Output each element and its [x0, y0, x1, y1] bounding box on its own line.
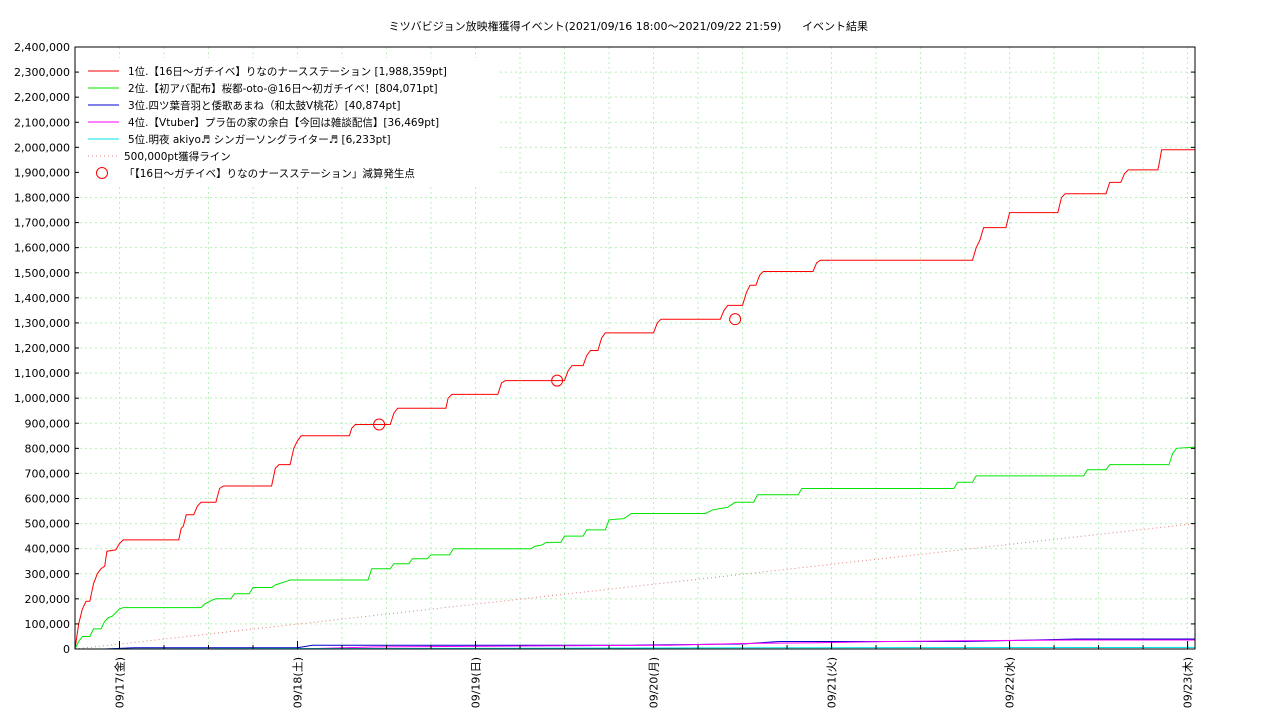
y-axis: 0 100,000 200,000 300,000 400,000 500,000 600,… [14, 41, 1195, 656]
legend-label: 5位.明夜 akiyo♬ シンガーソングライター♬ [6,233pt] [128, 133, 391, 146]
y-tick-label: 2,100,000 [14, 116, 70, 129]
x-tick-label: 09/22(水) [1004, 657, 1017, 708]
reference-line [74, 523, 1196, 650]
y-tick-label: 2,400,000 [14, 41, 70, 54]
x-axis: 09/17(金) 09/18(土) 09/19(日) 09/20(月) 09/21(火)… [74, 641, 1195, 708]
x-tick-label: 09/19(日) [470, 657, 483, 708]
legend: 1位.【16日～ガチイベ】りなのナースステーション [1,988,359pt] 2… [80, 58, 500, 184]
y-tick-label: 2,300,000 [14, 66, 70, 79]
legend-label: 1位.【16日～ガチイベ】りなのナースステーション [1,988,359pt] [128, 65, 447, 78]
deduction-marker [373, 418, 386, 431]
y-tick-label: 100,000 [25, 618, 71, 631]
y-tick-label: 2,200,000 [14, 91, 70, 104]
y-tick-label: 500,000 [25, 518, 71, 531]
series-line [75, 639, 1195, 650]
deduction-marker [729, 313, 742, 326]
y-tick-label: 1,800,000 [14, 192, 70, 205]
x-tick-label: 09/23(木) [1182, 657, 1195, 708]
y-tick-label: 200,000 [25, 593, 71, 606]
deduction-marker [551, 374, 564, 387]
x-tick-label: 09/17(金) [113, 657, 127, 708]
reference-line-layer [74, 523, 1196, 650]
legend-background [80, 58, 500, 184]
y-tick-label: 1,600,000 [14, 242, 70, 255]
y-tick-label: 2,000,000 [14, 141, 70, 154]
y-tick-label: 1,100,000 [14, 367, 70, 380]
y-tick-label: 800,000 [25, 442, 71, 455]
y-tick-label: 1,200,000 [14, 342, 70, 355]
y-tick-label: 1,700,000 [14, 217, 70, 230]
legend-label: 2位.【初アバ配布】桜都-oto-@16日～初ガチイベ！[804,071pt] [128, 82, 438, 95]
y-tick-label: 300,000 [25, 568, 71, 581]
series-line [74, 446, 1196, 650]
x-tick-label: 09/20(月) [648, 657, 661, 708]
y-tick-label: 1,400,000 [14, 292, 70, 305]
y-tick-label: 1,500,000 [14, 267, 70, 280]
y-tick-label: 1,300,000 [14, 317, 70, 330]
legend-label: 4位.【Vtuber】プラ缶の家の余白【今回は雑談配信】[36,469pt] [128, 116, 439, 129]
legend-label: 「【16日～ガチイベ】りなのナースステーション」減算発生点 [124, 167, 415, 180]
legend-label: 500,000pt獲得ライン [124, 150, 231, 163]
y-tick-label: 900,000 [25, 417, 71, 430]
y-tick-label: 700,000 [25, 467, 71, 480]
x-tick-label: 09/21(火) [826, 657, 839, 708]
y-tick-label: 400,000 [25, 543, 71, 556]
legend-label: 3位.四ツ葉音羽と倭歌あまね（和太鼓V桃花）[40,874pt] [128, 99, 400, 112]
marker-layer [373, 313, 742, 431]
chart-subtitle: イベント結果 [802, 19, 868, 33]
chart-title: ミツバビジョン放映権獲得イベント(2021/09/16 18:00～2021/0… [389, 19, 782, 33]
legend-marker [96, 167, 108, 179]
x-tick-label: 09/18(土) [292, 657, 305, 708]
y-tick-label: 600,000 [25, 493, 71, 506]
series-line [74, 149, 1195, 650]
y-tick-label: 1,000,000 [14, 392, 70, 405]
y-tick-label: 1,900,000 [14, 166, 70, 179]
y-tick-label: 0 [63, 643, 70, 656]
